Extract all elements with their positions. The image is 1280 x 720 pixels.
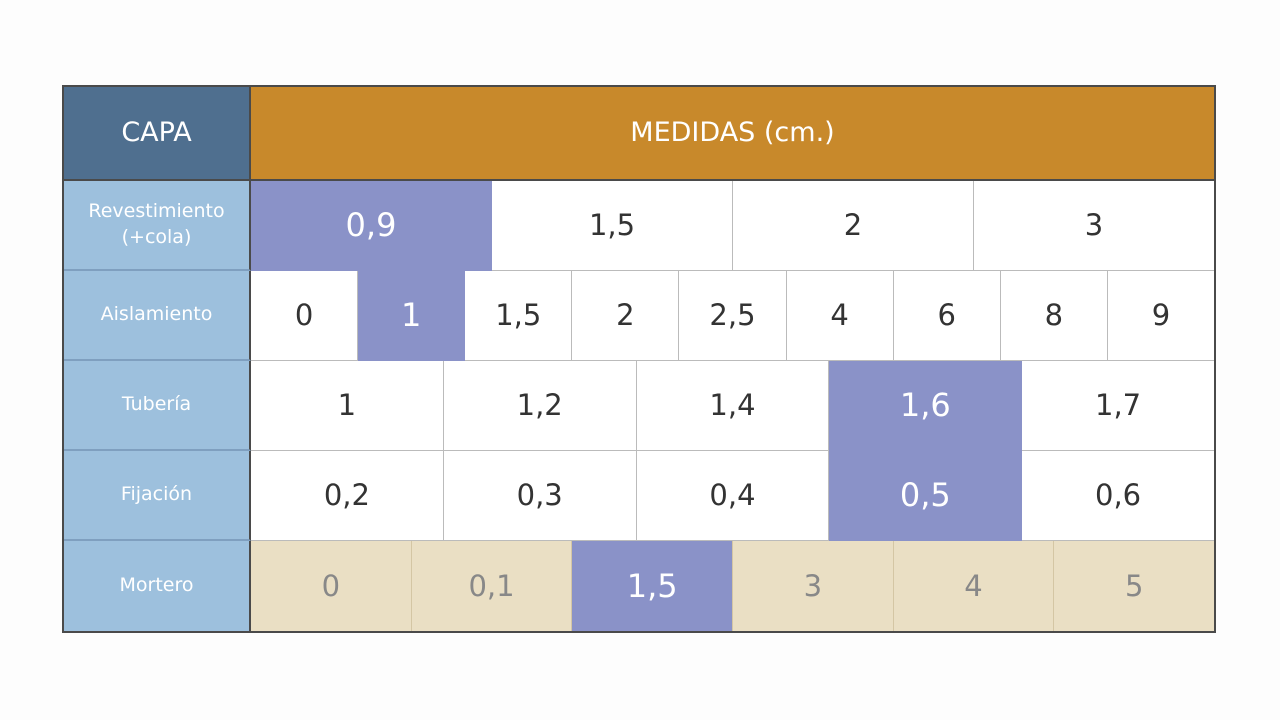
cell: 1,5: [465, 270, 573, 361]
cell: 0,3: [443, 450, 637, 541]
cell: 2: [733, 180, 974, 271]
header-cell: MEDIDAS (cm.): [251, 87, 1214, 181]
cell: 0: [251, 540, 412, 631]
cell: 1,6: [829, 360, 1023, 451]
cell: 0,6: [1022, 451, 1214, 541]
cell: 0: [251, 270, 359, 361]
cell: 4: [893, 540, 1055, 631]
cell: 4: [786, 270, 894, 361]
cell: 9: [1107, 271, 1214, 361]
cell: 0,4: [636, 450, 830, 541]
header-row: CAPA MEDIDAS (cm.): [64, 87, 1214, 181]
cell: 8: [1000, 270, 1108, 361]
table-row: Fijación 0,2 0,3 0,4 0,5 0,6: [64, 450, 1214, 541]
cell: 1,2: [443, 360, 637, 451]
cell: 1: [251, 360, 444, 451]
header-cell: CAPA: [64, 87, 251, 181]
cell: 0,9: [251, 180, 492, 271]
row-label: Fijación: [64, 450, 251, 541]
cell: 1,5: [492, 180, 733, 271]
table-row: Aislamiento 0 1 1,5 2 2,5 4 6 8 9: [64, 270, 1214, 361]
cell: 5: [1054, 540, 1215, 631]
cell: 3: [974, 181, 1214, 271]
cell: 1: [358, 270, 466, 361]
table-row: Mortero 0 0,1 1,5 3 4 5: [64, 540, 1215, 631]
row-label: Revestimiento (+cola): [64, 180, 251, 271]
table: CAPA MEDIDAS (cm.) Revestimiento (+cola)…: [62, 85, 1216, 633]
cell: 1,4: [636, 360, 830, 451]
cell: 2,5: [679, 270, 787, 361]
cell: 0,5: [829, 450, 1023, 541]
row-label: Tubería: [64, 360, 251, 451]
cell: 1,5: [572, 540, 734, 631]
row-label: Mortero: [64, 540, 251, 631]
cell: 0,1: [411, 540, 573, 631]
cell: 6: [893, 270, 1001, 361]
table-row: Tubería 1 1,2 1,4 1,6 1,7: [64, 360, 1214, 451]
row-label: Aislamiento: [64, 270, 251, 361]
cell: 0,2: [251, 450, 444, 541]
cell: 2: [572, 270, 680, 361]
cell: 1,7: [1022, 361, 1214, 451]
cell: 3: [733, 540, 894, 631]
table-row: Revestimiento (+cola) 0,9 1,5 2 3: [64, 180, 1214, 271]
